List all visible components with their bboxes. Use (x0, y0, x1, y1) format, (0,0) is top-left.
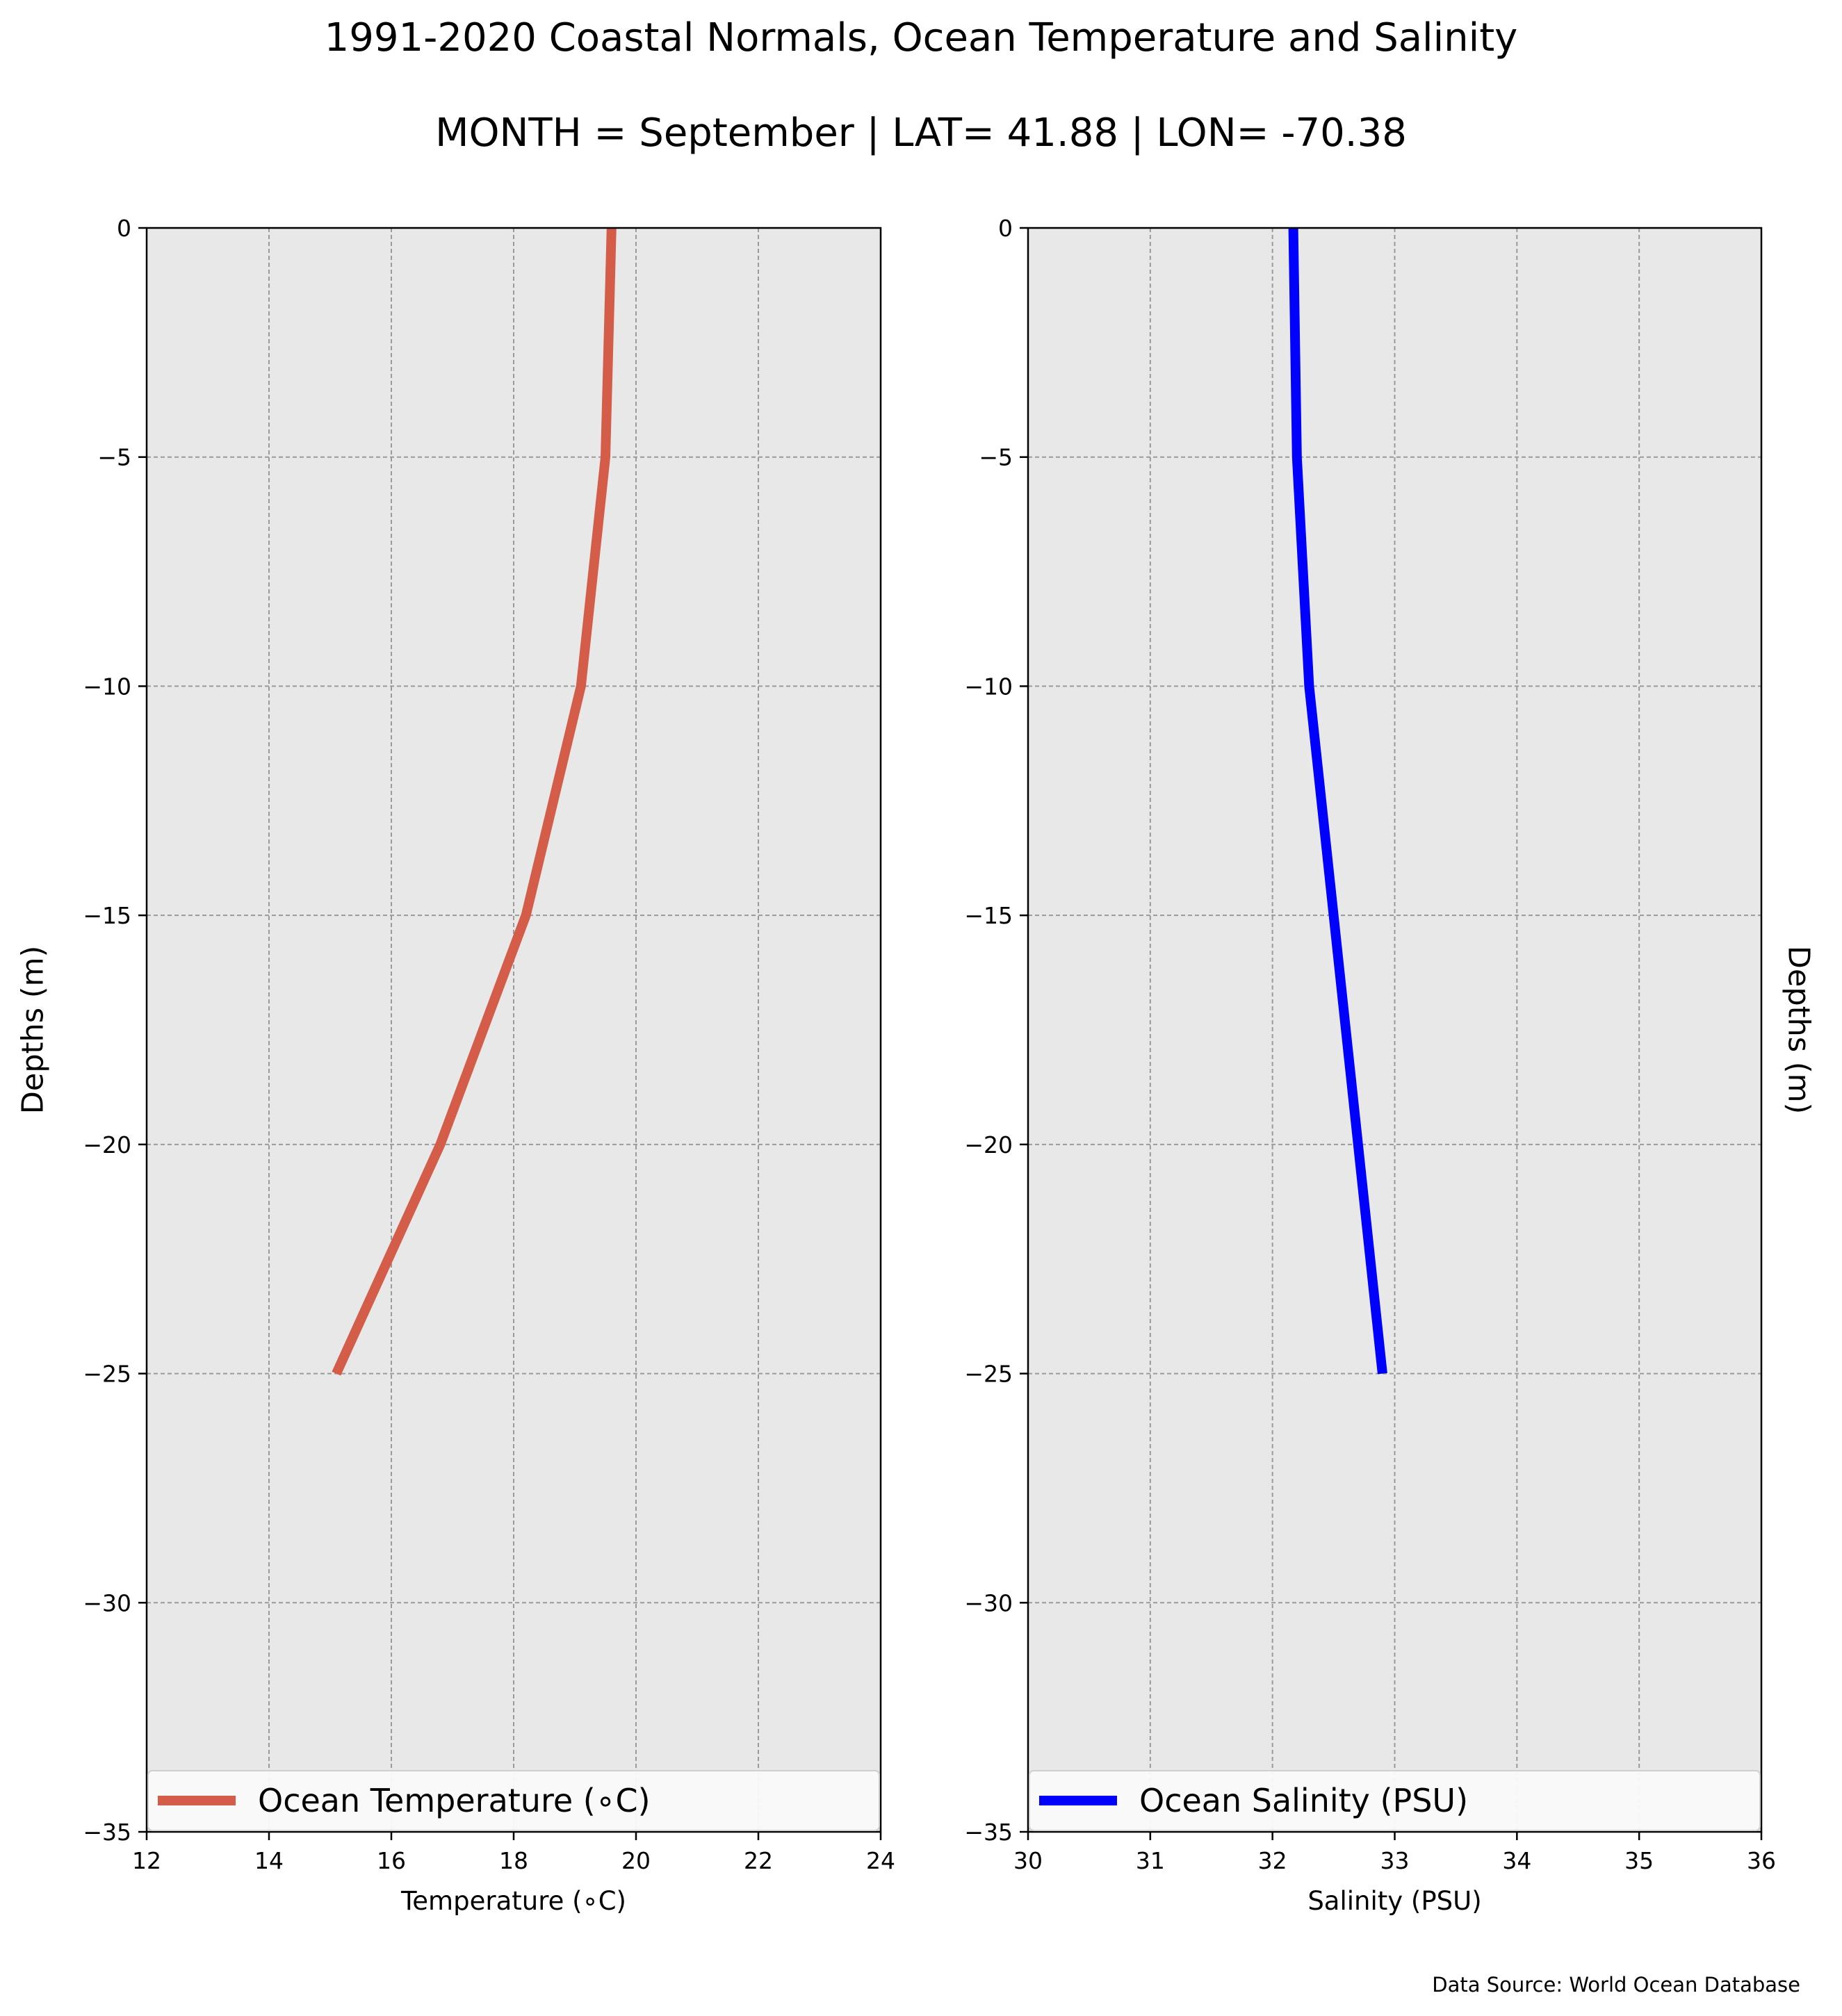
salinity-y-tick-label: −35 (964, 1819, 1013, 1846)
temperature-y-axis-label: Depths (m) (16, 946, 51, 1114)
temperature-x-tick-label: 14 (254, 1847, 284, 1874)
temperature-y-tick-label: 0 (117, 215, 131, 242)
salinity-x-tick-label: 31 (1136, 1847, 1165, 1874)
temperature-panel: 12 14 16 18 20 22 24 0 −5 −10 −15 −20 −25 −30 −35 Tempe… (16, 215, 896, 1916)
temperature-legend-label: Ocean Temperature (∘C) (258, 1782, 651, 1819)
temperature-x-tick-label: 16 (377, 1847, 406, 1874)
temperature-legend (147, 1770, 880, 1831)
salinity-legend (1029, 1770, 1761, 1831)
salinity-y-tick-label: 0 (998, 215, 1013, 242)
temperature-x-tick-label: 22 (744, 1847, 773, 1874)
salinity-y-tick-label: −25 (964, 1361, 1013, 1388)
temperature-y-tick-label: −5 (97, 444, 131, 471)
temperature-y-tick-label: −30 (83, 1589, 131, 1616)
temperature-y-tick-label: −35 (83, 1819, 131, 1846)
chart-title: 1991-2020 Coastal Normals, Ocean Tempera… (325, 15, 1518, 60)
salinity-x-tick-label: 30 (1013, 1847, 1043, 1874)
salinity-y-axis-label: Depths (m) (1782, 946, 1816, 1114)
salinity-x-tick-label: 34 (1502, 1847, 1531, 1874)
salinity-x-tick-label: 32 (1258, 1847, 1287, 1874)
salinity-x-axis-label: Salinity (PSU) (1307, 1886, 1481, 1916)
salinity-y-tick-label: −20 (964, 1131, 1013, 1158)
salinity-y-tick-label: −30 (964, 1589, 1013, 1616)
temperature-x-tick-label: 20 (621, 1847, 651, 1874)
data-source-note: Data Source: World Ocean Database (1432, 1973, 1800, 1997)
salinity-y-tick-label: −5 (979, 444, 1013, 471)
salinity-legend-label: Ocean Salinity (PSU) (1139, 1782, 1468, 1819)
temperature-x-tick-label: 18 (499, 1847, 528, 1874)
temperature-y-tick-label: −25 (83, 1361, 131, 1388)
temperature-x-axis-label: Temperature (∘C) (400, 1886, 626, 1916)
salinity-y-tick-label: −15 (964, 902, 1013, 929)
chart-subtitle: MONTH = September | LAT= 41.88 | LON= -7… (435, 110, 1407, 156)
salinity-panel: 30 31 32 33 34 35 36 0 −5 −10 −15 −20 −25 −30 −35 Salin… (964, 215, 1816, 1916)
temperature-y-tick-label: −20 (83, 1131, 131, 1158)
temperature-x-tick-label: 12 (132, 1847, 161, 1874)
temperature-y-tick-label: −15 (83, 902, 131, 929)
salinity-series-line (1288, 227, 1387, 1375)
salinity-y-tick-label: −10 (964, 673, 1013, 700)
salinity-x-tick-label: 35 (1624, 1847, 1654, 1874)
temperature-y-tick-label: −10 (83, 673, 131, 700)
salinity-x-tick-label: 33 (1380, 1847, 1410, 1874)
temperature-x-tick-label: 24 (866, 1847, 895, 1874)
salinity-x-tick-label: 36 (1747, 1847, 1776, 1874)
temperature-series-line (332, 227, 617, 1376)
